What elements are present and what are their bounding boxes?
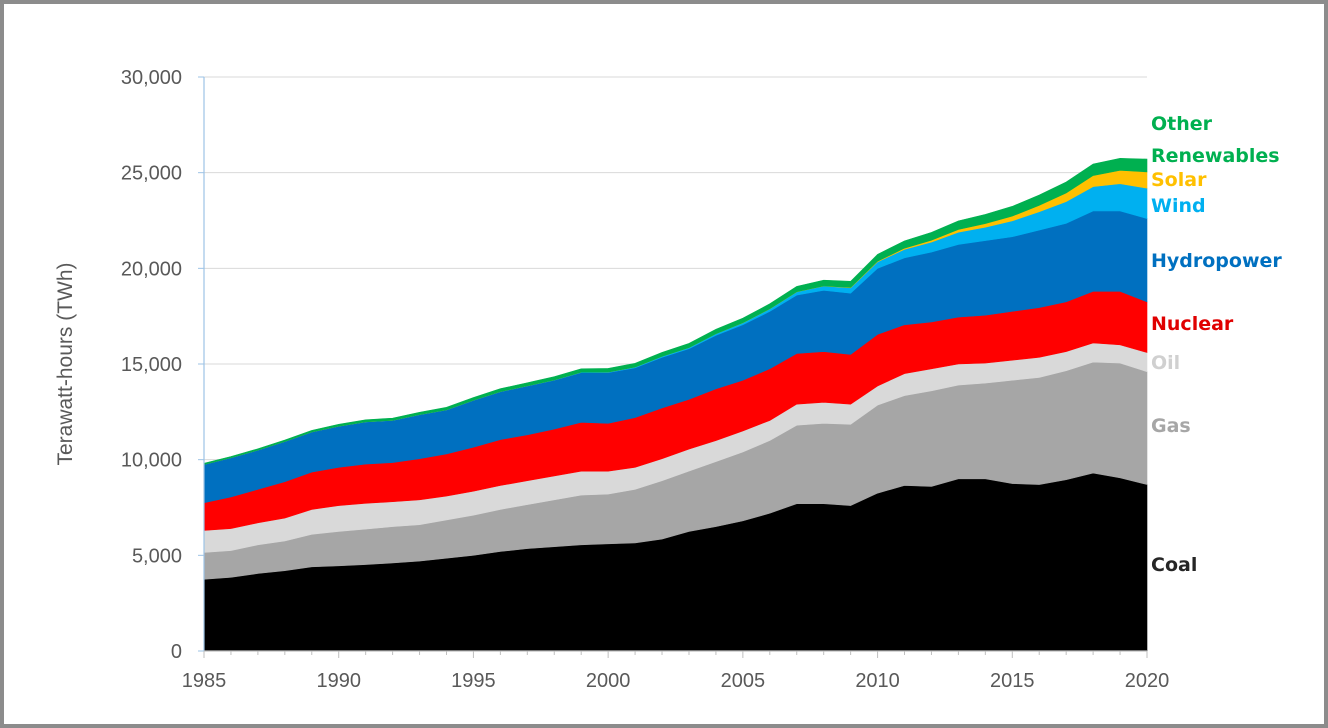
y-tick-label: 0 <box>171 641 182 663</box>
series-areas <box>203 158 1148 652</box>
axes: 0 5,000 10,000 15,000 20,000 25,000 30,000 1985… <box>121 67 1169 692</box>
y-axis-title: Terawatt-hours (TWh) <box>54 262 77 465</box>
series-label-solar: Solar <box>1151 169 1207 191</box>
y-tick-label: 5,000 <box>132 545 182 567</box>
series-label-wind: Wind <box>1151 195 1206 217</box>
x-tick-label: 1985 <box>182 670 227 692</box>
x-tick-label: 1990 <box>316 670 361 692</box>
x-tick-label: 2015 <box>990 670 1035 692</box>
series-label-nuclear: Nuclear <box>1151 313 1234 335</box>
series-label-oil: Oil <box>1151 352 1180 374</box>
series-label-coal: Coal <box>1151 554 1197 576</box>
series-label-line: Renewables <box>1151 145 1280 167</box>
y-tick-label: 30,000 <box>121 67 182 89</box>
x-tick-label: 1995 <box>451 670 496 692</box>
y-tick-label: 15,000 <box>121 354 182 376</box>
x-tick-label: 2005 <box>721 670 766 692</box>
series-label-line: Other <box>1151 113 1213 135</box>
y-tick-label: 20,000 <box>121 258 182 280</box>
x-tick-label: 2000 <box>586 670 631 692</box>
area-other-renewables <box>203 158 1148 465</box>
series-labels: CoalGasOilNuclearHydropowerWindSolarOthe… <box>1151 113 1282 576</box>
x-tick-label: 2020 <box>1125 670 1170 692</box>
y-tick-label: 25,000 <box>121 163 182 185</box>
series-label-other-renewables: Other Renewables <box>1151 113 1280 167</box>
y-tick-label: 10,000 <box>121 450 182 472</box>
x-tick-label: 2010 <box>855 670 900 692</box>
series-label-gas: Gas <box>1151 415 1191 437</box>
series-label-hydropower: Hydropower <box>1151 250 1282 272</box>
